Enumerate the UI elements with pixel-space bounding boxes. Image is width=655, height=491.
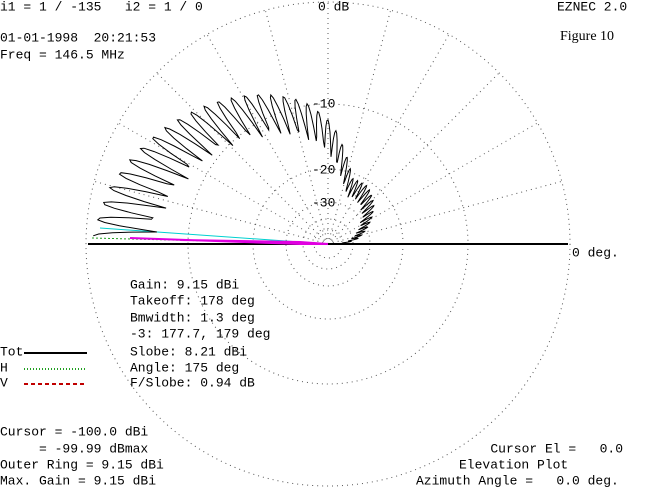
spoke — [206, 34, 329, 245]
footer-text: Outer Ring = 9.15 dBi — [0, 457, 164, 472]
stat: Bmwidth: 1.3 deg — [130, 310, 255, 325]
stat: -3: 177.7, 179 deg — [130, 326, 270, 341]
ring — [85, 1, 571, 487]
ring-label: -10 — [312, 96, 335, 111]
stat: Gain: 9.15 dBi — [130, 277, 239, 292]
pattern-trace — [93, 93, 375, 245]
frequency: Freq = 146.5 MHz — [0, 47, 125, 62]
ring-label: -30 — [312, 195, 335, 210]
app-name: EZNEC 2.0 — [557, 0, 627, 14]
spoke — [94, 180, 329, 245]
footer-text: Cursor = -100.0 dBi — [0, 424, 148, 439]
legend-label: Tot — [0, 344, 23, 359]
figure-label: Figure 10 — [560, 29, 614, 44]
spoke — [118, 122, 329, 245]
footer-text: Cursor El = 0.0 — [490, 441, 623, 456]
spoke — [327, 34, 450, 245]
stat: F/Slobe: 0.94 dB — [130, 375, 255, 390]
spoke — [327, 10, 392, 245]
legend-label: H — [0, 360, 8, 375]
stat: Slobe: 8.21 dBi — [130, 344, 247, 359]
datetime: 01-01-1998 20:21:53 — [0, 30, 156, 45]
axis-label: 0 deg. — [572, 245, 619, 260]
spoke — [327, 72, 500, 245]
footer-text: Max. Gain = 9.15 dBi — [0, 473, 156, 488]
ring-label: 0 dB — [318, 0, 349, 14]
ring-label: -20 — [312, 162, 335, 177]
spoke — [264, 10, 329, 245]
currents: i1 = 1 / -135 i2 = 1 / 0 — [0, 0, 203, 14]
spoke — [327, 180, 562, 245]
footer-text: Azimuth Angle = 0.0 deg. — [416, 473, 619, 488]
footer-text: Elevation Plot — [459, 457, 568, 472]
stat: Takeoff: 178 deg — [130, 293, 255, 308]
legend-label: V — [0, 375, 8, 390]
spoke — [156, 72, 329, 245]
footer-text: = -99.99 dBmax — [0, 441, 148, 456]
stat: Angle: 175 deg — [130, 360, 239, 375]
